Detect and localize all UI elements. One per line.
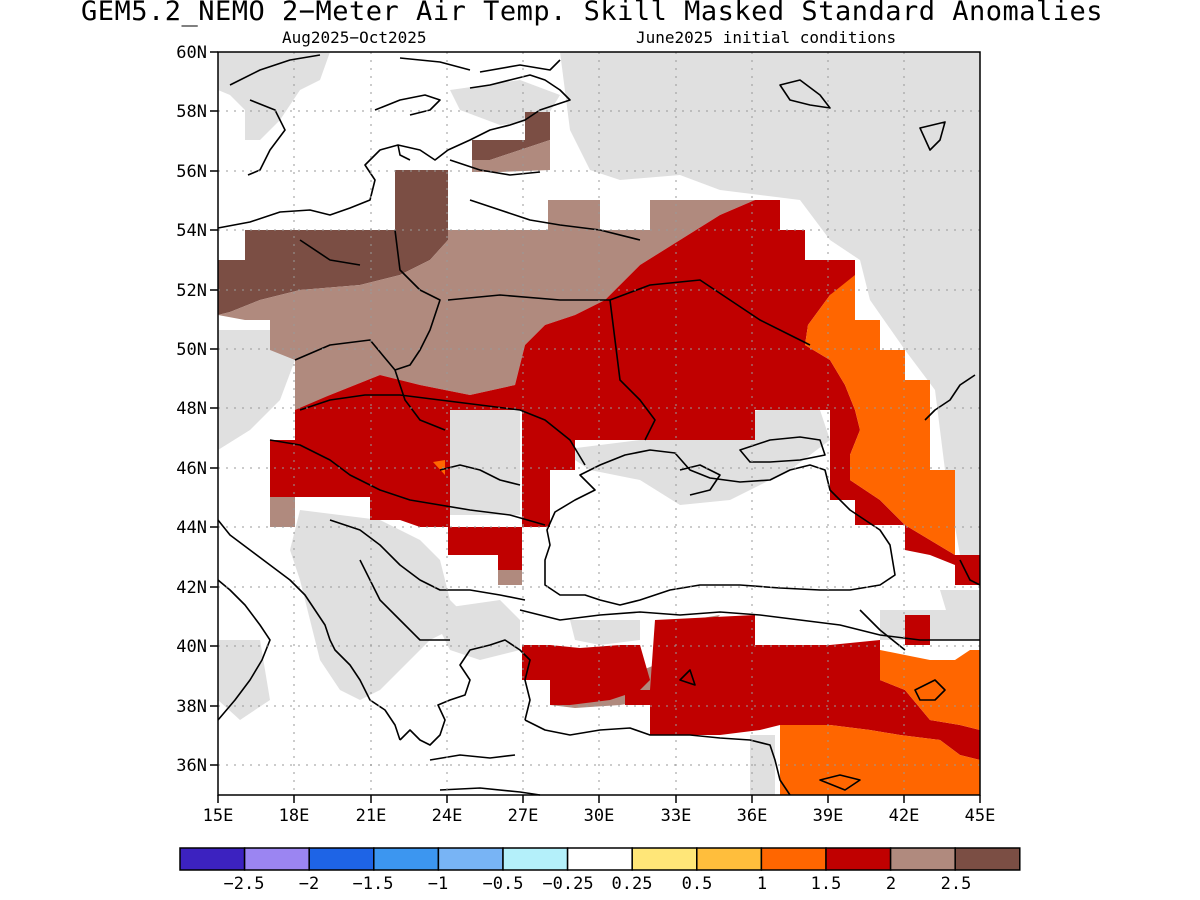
lat-tick-label: 44N (176, 518, 207, 538)
colorbar-labels: −2.5 −2 −1.5 −1 −0.5 −0.25 0.25 0.5 1 1.… (224, 874, 972, 894)
colorbar-label: −2 (299, 874, 319, 894)
valid-period-label: Aug2025−Oct2025 (282, 28, 427, 47)
lon-tick-label: 30E (584, 806, 615, 826)
colorbar-swatch (889, 847, 956, 871)
colorbar-label: 0.5 (682, 874, 713, 894)
lat-tick-label: 60N (176, 43, 207, 63)
lon-tick-label: 15E (203, 806, 234, 826)
colorbar-label: 2 (886, 874, 896, 894)
colorbar-label: −0.25 (542, 874, 593, 894)
colorbar-swatch (825, 847, 892, 871)
colorbar-swatch (437, 847, 504, 871)
colorbar-swatch (566, 847, 633, 871)
lat-tick-label: 52N (176, 281, 207, 301)
colorbar-label: 2.5 (941, 874, 972, 894)
lat-tick-label: 54N (176, 221, 207, 241)
anomaly-2p5 (218, 112, 550, 315)
lat-tick-label: 48N (176, 399, 207, 419)
colorbar-swatch (502, 847, 569, 871)
lon-tick-label: 18E (279, 806, 310, 826)
colorbar-label: −1.5 (353, 874, 394, 894)
colorbar-label: 0.25 (612, 874, 653, 894)
lat-tick-label: 46N (176, 459, 207, 479)
colorbar-label: −2.5 (224, 874, 265, 894)
colorbar-label: −0.5 (483, 874, 524, 894)
tick-marks (210, 51, 981, 803)
colorbar-swatch (308, 847, 375, 871)
colorbar-swatch (243, 847, 310, 871)
lon-tick-label: 33E (661, 806, 692, 826)
lon-tick-label: 24E (432, 806, 463, 826)
map-title: GEM5.2_NEMO 2−Meter Air Temp. Skill Mask… (80, 0, 1104, 27)
lon-tick-label: 21E (356, 806, 387, 826)
lat-tick-label: 36N (176, 756, 207, 776)
lat-tick-label: 56N (176, 162, 207, 182)
colorbar-label: −1 (428, 874, 448, 894)
colorbar-swatch (631, 847, 698, 871)
lat-tick-label: 38N (176, 697, 207, 717)
colorbar-swatch (760, 847, 827, 871)
lat-tick-label: 40N (176, 637, 207, 657)
anomaly-1p5 (270, 200, 980, 760)
lon-tick-label: 39E (813, 806, 844, 826)
colorbar-swatch (696, 847, 763, 871)
lat-tick-labels: 36N 38N 40N 42N 44N 46N 48N 50N 52N 54N … (176, 43, 207, 776)
anomaly-field (218, 52, 980, 795)
colorbar-label: 1 (757, 874, 767, 894)
lat-tick-label: 50N (176, 340, 207, 360)
lat-tick-label: 58N (176, 102, 207, 122)
colorbar: −2.5 −2 −1.5 −1 −0.5 −0.25 0.25 0.5 1 1.… (179, 847, 1021, 894)
lon-tick-label: 27E (508, 806, 539, 826)
lon-tick-label: 36E (737, 806, 768, 826)
coastlines-borders (217, 54, 981, 796)
lon-tick-label: 42E (889, 806, 920, 826)
colorbar-swatches (179, 847, 1021, 871)
colorbar-swatch (954, 847, 1021, 871)
initial-conditions-label: June2025 initial conditions (636, 28, 897, 47)
lon-tick-label: 45E (965, 806, 996, 826)
lat-tick-label: 42N (176, 578, 207, 598)
colorbar-swatch (373, 847, 440, 871)
colorbar-swatch (179, 847, 246, 871)
lon-tick-labels: 15E 18E 21E 24E 27E 30E 33E 36E 39E 42E … (203, 806, 996, 826)
colorbar-label: 1.5 (811, 874, 842, 894)
